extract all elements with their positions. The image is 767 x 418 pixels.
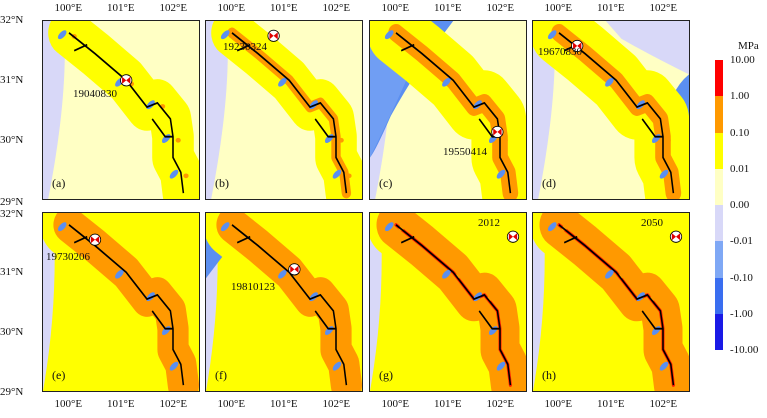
- lat-tick: 31°N: [0, 266, 24, 278]
- colorbar-tick-label: 0.01: [730, 162, 750, 175]
- colorbar-tick-label: 0.00: [730, 199, 750, 211]
- colorbar: [715, 60, 723, 350]
- map-panel-a: (a) 19040830: [42, 20, 200, 200]
- focal-mechanism-icon: [506, 230, 520, 243]
- lon-tick-bottom: 101°E: [106, 398, 135, 410]
- lat-tick: 30°N: [0, 134, 24, 146]
- lat-tick: 30°N: [0, 326, 24, 338]
- colorbar-tick-label: -0.10: [730, 271, 753, 284]
- colorbar-tick-label: 1.00: [730, 90, 750, 103]
- map-panel-g: (g) 2012: [369, 212, 527, 392]
- focal-mechanism-icon: [120, 74, 133, 87]
- colorbar-segment: [715, 313, 723, 350]
- lon-tick-top: 102°E: [159, 2, 188, 14]
- event-label: 19670830: [538, 46, 582, 58]
- lon-tick-top: 101°E: [596, 2, 625, 14]
- lon-tick-bottom: 102°E: [322, 398, 351, 410]
- lon-tick-bottom: 102°E: [486, 398, 515, 410]
- panel-label: (f): [215, 368, 227, 382]
- map-panel-c: (c) 19550414: [369, 20, 527, 200]
- lat-tick: 32°N: [0, 208, 24, 220]
- lon-tick-bottom: 102°E: [159, 398, 188, 410]
- colorbar-segment: [715, 96, 723, 133]
- colorbar-tick-label: 0.10: [730, 126, 750, 139]
- lat-tick: 29°N: [0, 386, 24, 398]
- panel-label: (g): [379, 368, 393, 382]
- map-panel-d: (d) 19670830: [532, 20, 690, 200]
- colorbar-segment: [715, 205, 723, 242]
- colorbar-segment: [715, 132, 723, 169]
- lon-tick-top: 100°E: [217, 2, 246, 14]
- lon-tick-top: 101°E: [433, 2, 462, 14]
- lat-tick: 29°N: [0, 196, 24, 208]
- map-panel-e: (e) 19730206: [42, 212, 200, 392]
- event-label: 2050: [641, 217, 663, 229]
- event-label: 19040830: [73, 88, 117, 100]
- map-panel-b: (b) 19230324: [205, 20, 363, 200]
- lon-tick-bottom: 101°E: [596, 398, 625, 410]
- lon-tick-top: 101°E: [269, 2, 298, 14]
- panel-label: (h): [542, 368, 556, 382]
- lon-tick-top: 100°E: [54, 2, 83, 14]
- event-label: 19230324: [223, 41, 267, 53]
- lon-tick-bottom: 102°E: [649, 398, 678, 410]
- event-label: 19730206: [46, 251, 90, 263]
- lat-tick: 32°N: [0, 14, 24, 26]
- lon-tick-top: 100°E: [381, 2, 410, 14]
- colorbar-unit: MPa: [738, 40, 759, 52]
- colorbar-tick-label: -10.00: [730, 344, 759, 356]
- colorbar-segment: [715, 60, 723, 97]
- event-label: 19550414: [443, 146, 487, 158]
- lon-tick-top: 102°E: [322, 2, 351, 14]
- lon-tick-top: 102°E: [486, 2, 515, 14]
- lon-tick-top: 102°E: [649, 2, 678, 14]
- panel-label: (b): [215, 176, 229, 190]
- map-panel-h: (h) 2050: [532, 212, 690, 392]
- focal-mechanism-icon: [288, 263, 301, 276]
- focal-mechanism-icon: [571, 39, 584, 53]
- lon-tick-bottom: 100°E: [544, 398, 573, 410]
- colorbar-tick-label: 10.00: [730, 54, 755, 66]
- panel-label: (e): [52, 368, 66, 382]
- lon-tick-bottom: 100°E: [381, 398, 410, 410]
- focal-mechanism-icon: [669, 230, 683, 243]
- colorbar-tick-label: -0.01: [730, 235, 753, 248]
- focal-mechanism-icon: [267, 29, 280, 42]
- colorbar-segment: [715, 241, 723, 278]
- panel-label: (a): [52, 176, 66, 190]
- lon-tick-bottom: 100°E: [217, 398, 246, 410]
- panel-label: (d): [542, 176, 556, 190]
- event-label: 19810123: [231, 281, 275, 293]
- lon-tick-bottom: 101°E: [433, 398, 462, 410]
- lon-tick-top: 101°E: [106, 2, 135, 14]
- lon-tick-bottom: 100°E: [54, 398, 83, 410]
- lon-tick-bottom: 101°E: [269, 398, 298, 410]
- focal-mechanism-icon: [491, 125, 504, 139]
- event-label: 2012: [478, 217, 500, 229]
- panel-label: (c): [379, 176, 393, 190]
- colorbar-segment: [715, 277, 723, 314]
- colorbar-tick-label: -1.00: [730, 307, 753, 320]
- focal-mechanism-icon: [88, 233, 102, 246]
- colorbar-segment: [715, 168, 723, 205]
- lon-tick-top: 100°E: [544, 2, 573, 14]
- map-panel-f: (f) 19810123: [205, 212, 363, 392]
- lat-tick: 31°N: [0, 74, 24, 86]
